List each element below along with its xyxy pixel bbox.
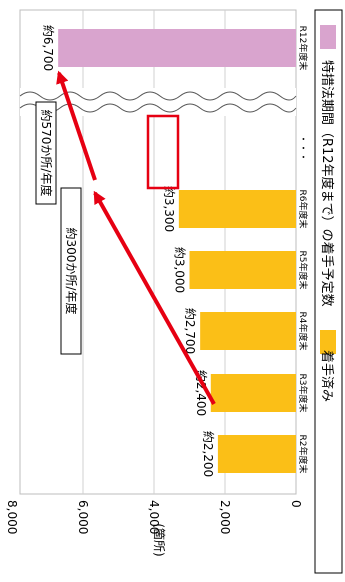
legend-swatch [320,25,336,49]
bar-value-label: 約3,300 [162,186,177,232]
tick-label: 0 [289,500,303,508]
tick-label: 2,000 [218,500,232,534]
legend-frame [314,9,343,574]
bar-value-label: 約2,400 [194,370,209,416]
category-label: R3年度末 [297,374,309,413]
bar [210,374,296,412]
annotation-label: 約300か所/年度 [64,228,79,315]
bar [58,29,297,67]
trend-arrow-2 [56,70,97,181]
legend-swatch [320,330,336,354]
bar-value-label: 約3,000 [173,247,188,293]
annotation-label: 約570か所/年度 [39,110,54,197]
legend: 着手済み 特措法期間（R12年度まで）の着手予定数 [314,9,343,574]
annotation-box [60,187,82,355]
category-label: R2年度末 [297,435,309,474]
tick-labels: 0 2,000 4,000 6,000 8,000 [5,500,303,534]
value-labels: 約2,200 約2,400 約2,700 約3,000 約3,300 約6,700 [41,25,216,477]
bar [200,312,296,350]
category-label: R6年度末 [297,190,309,229]
annotation-box [35,101,57,205]
tick-label: 4,000 [147,500,161,534]
highlight-box [146,114,180,190]
trend-arrow-1 [93,190,216,405]
tick-label: 8,000 [5,500,19,534]
category-labels: R2年度末 R3年度末 R4年度末 R5年度末 R6年度末 ・・・ R12年度末 [297,26,309,474]
unit-label: (箇所) [152,523,166,556]
bar-value-label: 約6,700 [41,25,56,71]
category-label: R4年度末 [297,312,309,351]
category-label: ・・・ [297,134,307,161]
annotations: 約300か所/年度 約570か所/年度 [35,101,82,355]
category-label: R12年度末 [297,26,309,71]
category-label: R5年度末 [297,251,309,290]
bar [189,251,296,289]
tick-label: 6,000 [76,500,90,534]
bar [178,190,296,228]
bar-value-label: 約2,700 [183,308,198,354]
axis-break [19,88,297,116]
bar-value-label: 約2,200 [201,431,216,477]
legend-label: 特措法期間（R12年度まで）の着手予定数 [319,60,335,307]
legend-label: 着手済み [319,350,335,402]
bars [58,29,297,473]
bar [217,435,296,473]
trend-arrows [56,70,216,405]
